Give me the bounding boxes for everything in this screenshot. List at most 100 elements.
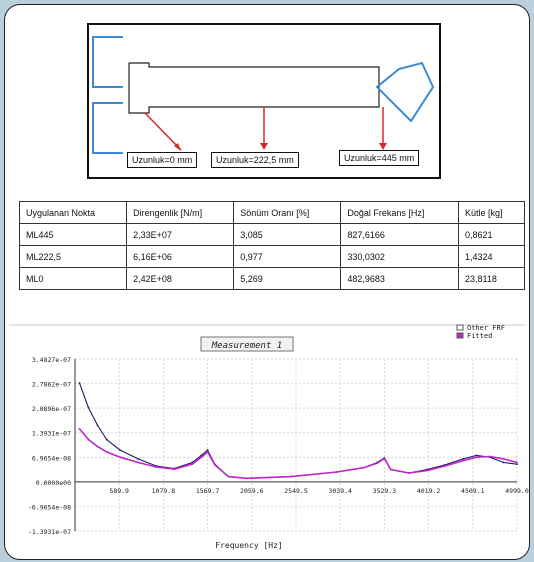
legend-other: Other FRF xyxy=(467,324,505,332)
figure-card: Uzunluk=0 mm Uzunluk=222,5 mm Uzunluk=44… xyxy=(4,4,530,560)
x-tick-label: 1079.8 xyxy=(152,487,176,495)
cell: ML0 xyxy=(18,267,128,290)
series-point-fitted xyxy=(425,469,428,472)
series-point-other-frf xyxy=(119,449,122,452)
cell: 1,4324 xyxy=(457,245,526,268)
series-point-fitted xyxy=(502,458,505,460)
series-point-fitted xyxy=(155,466,158,468)
series-point-other-frf xyxy=(87,406,90,409)
series-point-fitted xyxy=(407,472,410,474)
table-row: ML0 2,42E+08 5,269 482,9683 23,8118 xyxy=(18,267,526,290)
x-tick-label: 589.9 xyxy=(109,487,129,495)
chart-title: Measurement 1 xyxy=(211,341,282,351)
series-point-fitted xyxy=(227,475,230,478)
legend-swatch-other xyxy=(456,324,464,331)
series-point-other-frf xyxy=(462,458,464,460)
series-point-fitted xyxy=(516,461,518,464)
chart-title-box xyxy=(200,336,294,352)
x-tick-label: 4999.0 xyxy=(505,487,529,495)
clamp-bottom xyxy=(92,102,123,154)
frf-chart: 3.4827e-07 2.7862e-07 2.0896e-07 1.3931e-07… xyxy=(9,324,529,550)
series-point-fitted xyxy=(137,461,140,464)
y-tick-label: -6.9654e-08 xyxy=(28,503,71,511)
series-point-fitted xyxy=(200,456,203,459)
series-point-fitted xyxy=(475,456,478,459)
header-frequency: Doğal Frekans [Hz] xyxy=(340,201,459,224)
cell: ML445 xyxy=(18,223,128,246)
cell: 330,0302 xyxy=(340,245,459,268)
series-line-fitted xyxy=(78,428,518,480)
series-point-fitted xyxy=(96,445,99,448)
series-point-other-frf xyxy=(78,382,81,384)
x-tick-label: 4019.2 xyxy=(417,487,441,495)
x-tick-label: 4509.1 xyxy=(461,487,485,495)
series-point-other-frf xyxy=(502,461,505,464)
series-point-other-frf xyxy=(516,463,518,466)
label-222mm: Uzunluk=222,5 mm xyxy=(211,152,299,168)
cell: 827,6166 xyxy=(340,223,459,246)
beam-diagram: Uzunluk=0 mm Uzunluk=222,5 mm Uzunluk=44… xyxy=(87,23,441,179)
series-point-fitted xyxy=(78,428,81,430)
series-point-fitted xyxy=(383,457,386,460)
cell: 2,42E+08 xyxy=(126,267,235,290)
cell: 6,16E+06 xyxy=(126,245,235,268)
x-tick-label: 2059.6 xyxy=(240,487,264,495)
cell: 2,33E+07 xyxy=(126,223,235,246)
frf-plot-panel: 3.4827e-07 2.7862e-07 2.0896e-07 1.3931e-07… xyxy=(5,323,529,559)
cell: 5,269 xyxy=(233,267,342,290)
series-point-other-frf xyxy=(137,458,140,460)
label-445mm: Uzunluk=445 mm xyxy=(339,150,420,166)
legend-fitted: Fitted xyxy=(467,332,492,340)
label-0mm: Uzunluk=0 mm xyxy=(127,152,198,168)
y-tick-label: 6.9654e-08 xyxy=(32,454,71,462)
x-tick-label: 3039.4 xyxy=(328,487,352,495)
series-point-fitted xyxy=(213,464,216,466)
y-tick-label: 1.3931e-07 xyxy=(32,430,71,438)
series-point-fitted xyxy=(489,455,491,458)
series-point-fitted xyxy=(462,459,464,462)
series-point-other-frf xyxy=(206,449,209,452)
series-point-fitted xyxy=(376,462,379,465)
y-tick-label: 2.7862e-07 xyxy=(32,381,71,389)
cell: 3,085 xyxy=(233,223,342,246)
series-point-other-frf xyxy=(96,424,99,427)
cell: 482,9683 xyxy=(340,267,459,290)
series-point-fitted xyxy=(173,468,176,471)
y-tick-label: 0.0000e00 xyxy=(36,479,71,487)
series-point-fitted xyxy=(119,456,122,459)
arrow-0mm xyxy=(144,112,182,151)
cell: ML222,5 xyxy=(18,245,128,268)
beam-outline xyxy=(128,62,380,114)
y-tick-label: -1.3931e-07 xyxy=(28,528,71,536)
x-tick-label: 2549.5 xyxy=(284,487,308,495)
clamp-top xyxy=(92,36,123,88)
series-point-fitted xyxy=(87,438,90,441)
series-point-fitted xyxy=(389,468,392,471)
series-point-fitted xyxy=(206,450,209,453)
series-point-fitted xyxy=(105,450,108,453)
tip-mass xyxy=(375,61,435,123)
x-tick-label: 1569.7 xyxy=(196,487,220,495)
cell: 0,8621 xyxy=(457,223,526,246)
header-stiffness: Direngenlik [N/m] xyxy=(126,201,235,224)
series-point-fitted xyxy=(362,466,365,469)
header-mass: Kütle [kg] xyxy=(457,201,526,224)
y-tick-label: 2.0896e-07 xyxy=(32,405,71,413)
cell: 0,977 xyxy=(233,245,342,268)
series-point-fitted xyxy=(191,463,194,466)
series-point-other-frf xyxy=(105,438,108,441)
y-tick-label: 3.4827e-07 xyxy=(32,356,71,364)
header-damping: Sönüm Oranı [%] xyxy=(233,201,342,224)
beam-drawing xyxy=(92,36,435,154)
series-point-fitted xyxy=(444,465,446,467)
table-row: ML222,5 6,16E+06 0,977 330,0302 1,4324 xyxy=(18,245,526,268)
series-point-other-frf xyxy=(475,454,478,457)
series-point-fitted xyxy=(335,471,338,473)
series-point-fitted xyxy=(245,477,248,480)
series-point-fitted xyxy=(290,475,293,478)
cell: 23,8118 xyxy=(457,267,526,290)
table-row: ML445 2,33E+07 3,085 827,6166 0,8621 xyxy=(18,223,526,246)
header-point: Uygulanan Nokta xyxy=(18,201,128,224)
legend-swatch-fitted xyxy=(456,332,464,339)
table-header-row: Uygulanan Nokta Direngenlik [N/m] Sönüm … xyxy=(18,201,526,224)
